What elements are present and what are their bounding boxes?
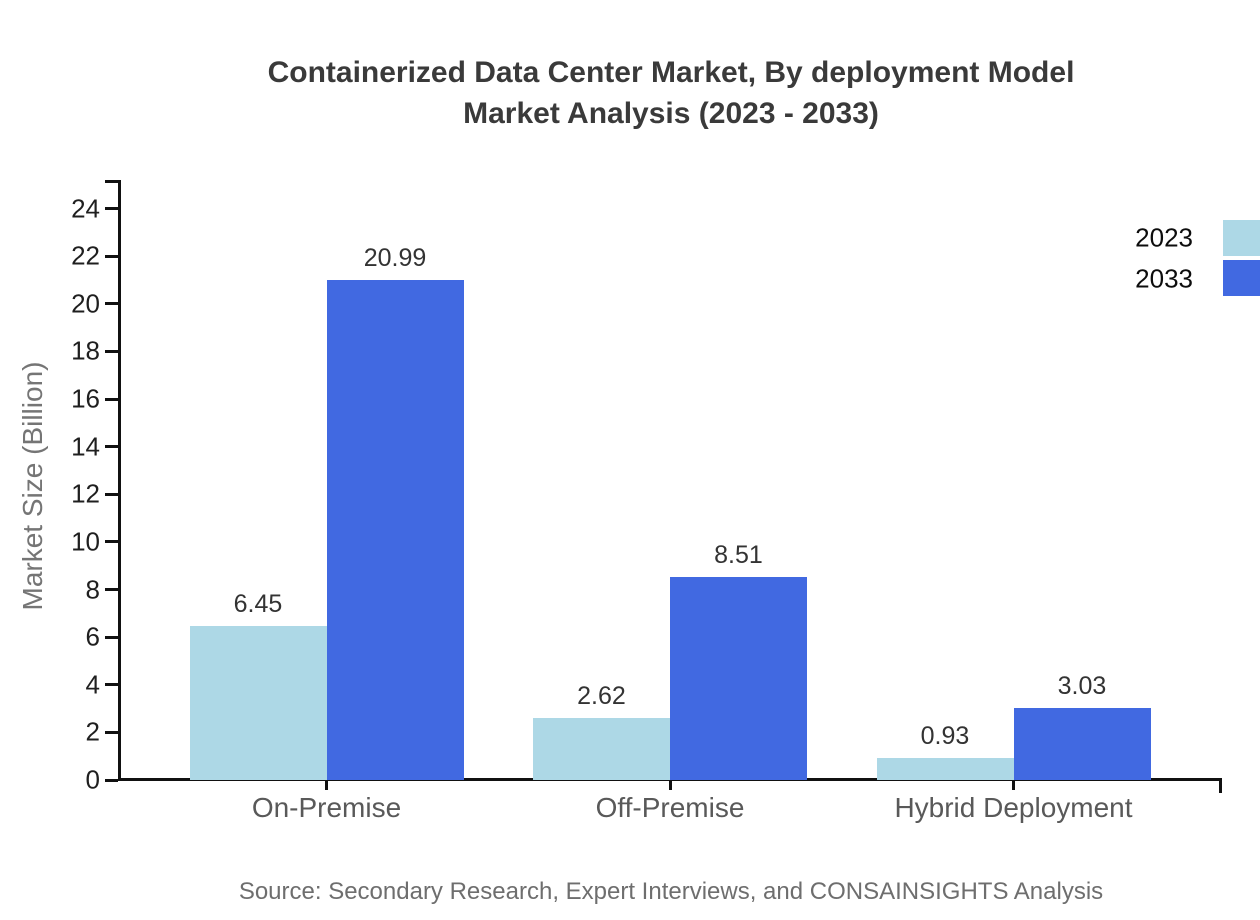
bar — [1013, 707, 1151, 780]
y-tick — [105, 588, 118, 591]
y-tick-label: 4 — [85, 669, 100, 700]
x-tick — [325, 778, 328, 790]
y-tick-label: 20 — [71, 288, 100, 319]
bar-value-label: 0.93 — [920, 721, 970, 750]
y-tick-label: 8 — [85, 574, 100, 604]
x-tick — [668, 778, 672, 790]
bar-value-label: 8.51 — [714, 541, 763, 570]
x-category-label: Hybrid Deployment — [894, 792, 1133, 823]
y-tick-label: 2 — [85, 716, 100, 747]
y-tick — [105, 254, 118, 258]
y-tick — [105, 445, 118, 449]
bar-value-label: 20.99 — [363, 244, 427, 273]
y-tick-label: 16 — [71, 383, 100, 414]
legend-swatch — [1223, 219, 1260, 256]
y-tick — [105, 397, 118, 401]
y-tick-label: 24 — [71, 193, 100, 223]
bar — [326, 280, 464, 780]
bar — [189, 626, 327, 780]
y-tick-label: 10 — [71, 526, 100, 557]
bar — [876, 757, 1014, 780]
y-tick — [105, 349, 118, 353]
y-tick-label: 22 — [71, 240, 100, 271]
y-tick-label: 0 — [85, 764, 100, 795]
x-category-label: On-Premise — [251, 792, 402, 823]
chart-title-line-1: Containerized Data Center Market, By dep… — [267, 56, 1075, 89]
chart-title: Containerized Data Center Market, By dep… — [82, 52, 1260, 134]
y-tick-label: 14 — [71, 431, 100, 462]
source-note: Source: Secondary Research, Expert Inter… — [238, 878, 1104, 905]
bar — [533, 717, 670, 780]
legend-label: 2023 — [1135, 222, 1193, 253]
y-tick — [105, 302, 118, 306]
y-axis-line — [118, 180, 121, 781]
y-tick-label: 12 — [71, 478, 100, 509]
legend-label: 2033 — [1135, 263, 1193, 293]
y-tick — [105, 492, 118, 496]
chart-title-line-2: Market Analysis (2023 - 2033) — [463, 97, 879, 130]
y-axis-end-tick — [105, 180, 121, 183]
y-tick — [105, 778, 118, 782]
y-tick — [105, 635, 118, 639]
y-tick — [105, 730, 118, 734]
x-axis-end-tick — [1219, 778, 1222, 793]
bar-value-label: 6.45 — [233, 590, 283, 619]
bar-value-label: 3.03 — [1057, 671, 1107, 700]
x-tick — [1012, 778, 1015, 790]
legend-swatch — [1223, 260, 1260, 296]
x-category-label: Off-Premise — [595, 792, 745, 823]
y-tick-label: 6 — [85, 621, 100, 652]
y-tick — [105, 683, 118, 687]
y-tick-label: 18 — [71, 335, 100, 366]
bar — [670, 577, 807, 780]
bar-value-label: 2.62 — [577, 681, 626, 710]
y-tick — [105, 207, 118, 210]
y-tick — [105, 540, 118, 544]
